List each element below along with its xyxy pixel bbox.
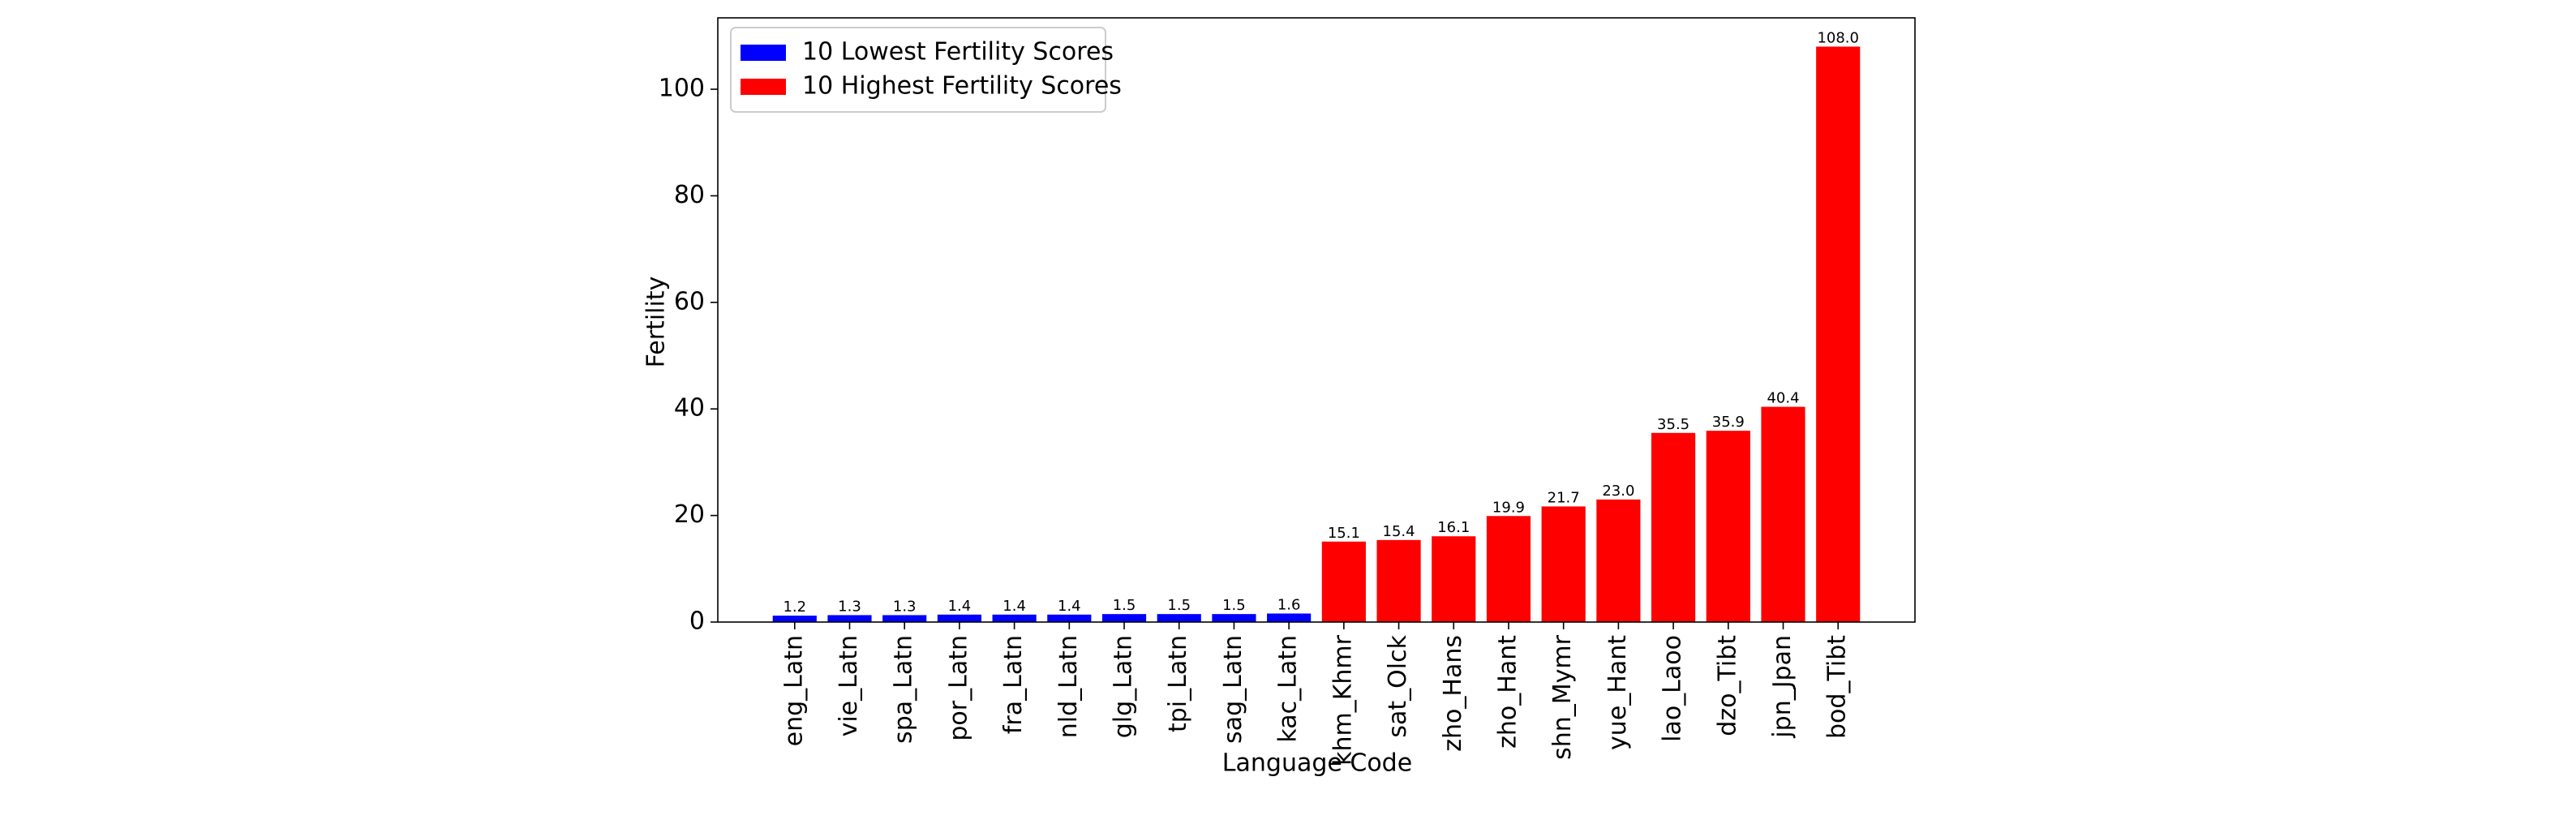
x-tick-label: dzo_Tibt xyxy=(1713,635,1741,736)
bar xyxy=(1761,406,1805,622)
data-label: 1.6 xyxy=(1277,596,1301,613)
bar xyxy=(1101,614,1147,622)
data-label: 40.4 xyxy=(1767,390,1799,407)
x-tick-label: sat_Olck xyxy=(1384,634,1412,737)
x-tick-label: lao_Laoo xyxy=(1659,635,1687,742)
bar xyxy=(1541,506,1586,622)
x-tick-label: zho_Hant xyxy=(1493,635,1522,749)
bar xyxy=(1321,541,1366,622)
data-label: 15.1 xyxy=(1328,525,1360,542)
legend: 10 Lowest Fertility Scores 10 Highest Fer… xyxy=(730,27,1122,113)
x-tick-label: spa_Latn xyxy=(890,635,918,744)
data-label: 23.0 xyxy=(1602,483,1634,500)
x-tick-label: sag_Latn xyxy=(1219,635,1247,744)
y-tick-label: 0 xyxy=(689,607,705,636)
x-tick-label: kac_Latn xyxy=(1274,635,1303,743)
data-label: 1.4 xyxy=(948,598,972,615)
bar xyxy=(827,615,872,622)
bar xyxy=(1212,614,1256,622)
bar xyxy=(1816,46,1861,622)
x-tick-label: vie_Latn xyxy=(835,635,863,736)
bar xyxy=(992,614,1037,622)
x-tick-label: zho_Hans xyxy=(1439,635,1467,752)
x-tick-label: fra_Latn xyxy=(999,635,1028,734)
y-axis-label: Fertility xyxy=(642,277,671,368)
x-tick-label: khm_Khmr xyxy=(1329,634,1357,766)
data-label: 1.3 xyxy=(893,598,917,615)
plot-frame xyxy=(717,17,1916,623)
data-label: 1.5 xyxy=(1113,597,1136,614)
bar xyxy=(1432,536,1476,622)
data-label: 16.1 xyxy=(1437,519,1470,536)
bar xyxy=(1706,431,1750,622)
bar xyxy=(1486,516,1531,622)
data-label: 19.9 xyxy=(1492,499,1525,516)
bar xyxy=(1376,539,1421,622)
bar xyxy=(1651,432,1696,622)
x-tick-label: tpi_Latn xyxy=(1164,635,1192,732)
bar xyxy=(1157,614,1201,622)
y-tick-label: 60 xyxy=(674,287,705,315)
data-label: 1.4 xyxy=(1058,598,1081,615)
bar xyxy=(1596,499,1641,622)
data-label: 1.5 xyxy=(1222,597,1246,614)
x-axis-label: Language Code xyxy=(1222,749,1412,778)
data-label: 108.0 xyxy=(1817,29,1859,46)
data-label: 1.2 xyxy=(783,599,806,616)
x-tick-label: eng_Latn xyxy=(779,635,808,746)
y-tick-label: 100 xyxy=(659,75,705,103)
legend-swatch xyxy=(741,45,786,61)
bar xyxy=(882,615,927,622)
y-tick-label: 40 xyxy=(674,394,705,423)
x-tick-label: jpn_Jpan xyxy=(1768,635,1797,739)
legend-label: 10 Highest Fertility Scores xyxy=(802,72,1122,101)
x-tick-label: nld_Latn xyxy=(1054,635,1083,738)
x-tick-label: yue_Hant xyxy=(1604,635,1632,750)
bar xyxy=(1047,614,1092,622)
x-tick-label: por_Latn xyxy=(944,635,972,741)
bar xyxy=(1267,613,1312,622)
legend-label: 10 Lowest Fertility Scores xyxy=(802,38,1114,67)
data-label: 1.4 xyxy=(1002,598,1026,615)
data-label: 21.7 xyxy=(1548,489,1580,506)
y-tick-label: 20 xyxy=(674,500,705,529)
legend-swatch xyxy=(741,79,786,95)
legend-frame xyxy=(730,27,1106,113)
data-label: 1.3 xyxy=(838,598,861,615)
data-label: 35.5 xyxy=(1657,416,1689,433)
x-tick-label: glg_Latn xyxy=(1110,635,1138,738)
x-tick-label: bod_Tibt xyxy=(1823,635,1852,739)
y-tick-label: 80 xyxy=(674,181,705,209)
data-label: 1.5 xyxy=(1167,597,1191,614)
data-label: 15.4 xyxy=(1383,523,1415,540)
data-label: 35.9 xyxy=(1712,414,1745,431)
bar xyxy=(937,614,981,622)
x-tick-label: shn_Mymr xyxy=(1548,634,1577,760)
bar xyxy=(772,616,817,622)
